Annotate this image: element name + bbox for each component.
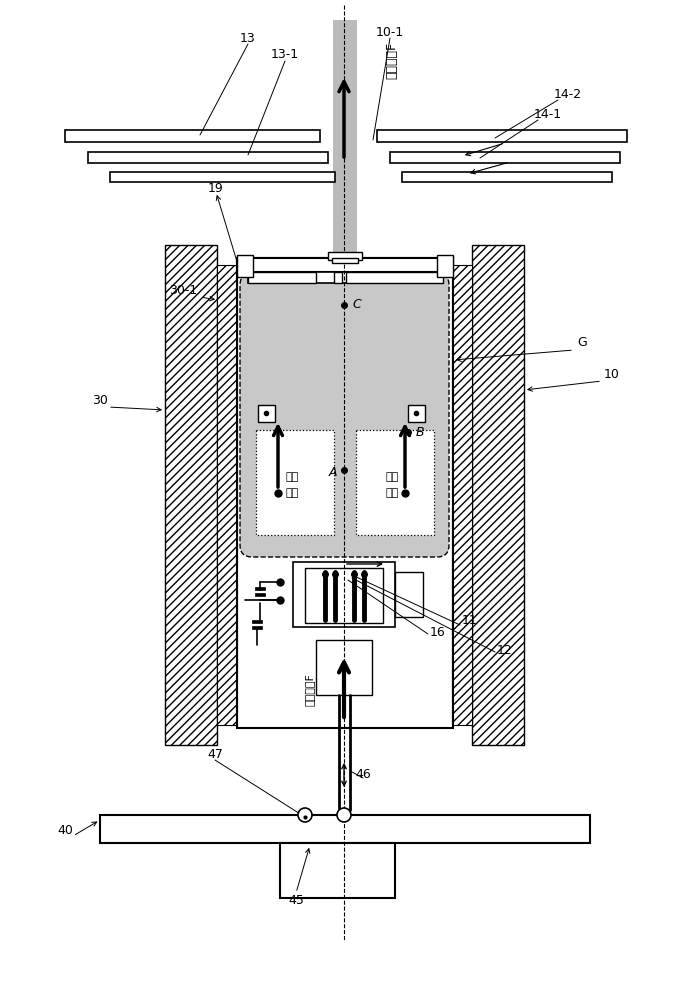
Bar <box>377 130 627 142</box>
Bar <box>408 405 425 422</box>
Bar <box>65 130 320 142</box>
Bar <box>334 272 342 283</box>
Bar <box>293 562 395 627</box>
Text: 14-1: 14-1 <box>534 108 562 121</box>
Text: 14-2: 14-2 <box>554 89 582 102</box>
Text: 磁场: 磁场 <box>385 488 399 498</box>
Text: 12: 12 <box>497 644 513 656</box>
Bar <box>252 620 262 623</box>
Bar <box>217 265 237 725</box>
Text: 外部磁场F: 外部磁场F <box>305 674 315 706</box>
Text: 19: 19 <box>208 182 224 194</box>
Circle shape <box>298 808 312 822</box>
Bar <box>110 172 335 182</box>
Text: 16: 16 <box>430 626 446 639</box>
Bar <box>333 20 357 282</box>
Text: 30: 30 <box>92 393 108 406</box>
Text: G: G <box>577 336 587 350</box>
Bar <box>237 258 453 728</box>
Text: 外部磁场F: 外部磁场F <box>385 41 398 79</box>
Bar <box>305 568 383 623</box>
Bar <box>356 430 434 535</box>
Text: 11: 11 <box>462 613 478 626</box>
Bar <box>472 245 524 745</box>
Circle shape <box>337 808 351 822</box>
Text: B: B <box>416 426 424 438</box>
Text: 40: 40 <box>57 824 73 836</box>
Bar <box>88 152 328 163</box>
Text: 磁场: 磁场 <box>285 488 298 498</box>
Bar <box>346 272 443 283</box>
Bar <box>237 258 453 272</box>
Text: 13: 13 <box>240 31 256 44</box>
Bar <box>255 587 265 590</box>
Text: 47: 47 <box>207 748 223 762</box>
Text: 外部: 外部 <box>385 472 399 482</box>
Text: 30-1: 30-1 <box>169 284 197 296</box>
Bar <box>402 172 612 182</box>
Bar <box>328 252 362 260</box>
Text: 13-1: 13-1 <box>271 48 299 62</box>
Bar <box>100 815 590 843</box>
Text: C: C <box>352 298 361 312</box>
Text: 45: 45 <box>288 894 304 906</box>
Bar <box>255 593 265 596</box>
Bar <box>437 255 453 277</box>
Text: A: A <box>329 466 337 479</box>
Bar <box>256 430 334 535</box>
Bar <box>248 272 443 283</box>
Bar <box>395 572 423 617</box>
Text: 外部: 外部 <box>285 472 298 482</box>
Bar <box>452 265 472 725</box>
Bar <box>252 626 262 629</box>
Bar <box>165 245 217 745</box>
FancyBboxPatch shape <box>240 273 449 557</box>
Bar <box>390 152 620 163</box>
Text: 46: 46 <box>355 768 371 782</box>
Bar <box>237 255 253 277</box>
Bar <box>332 258 358 263</box>
Bar <box>280 843 395 898</box>
Bar <box>258 405 275 422</box>
Text: 10: 10 <box>604 368 620 381</box>
Bar <box>248 272 316 283</box>
Bar <box>316 640 372 695</box>
Text: 10-1: 10-1 <box>376 25 404 38</box>
